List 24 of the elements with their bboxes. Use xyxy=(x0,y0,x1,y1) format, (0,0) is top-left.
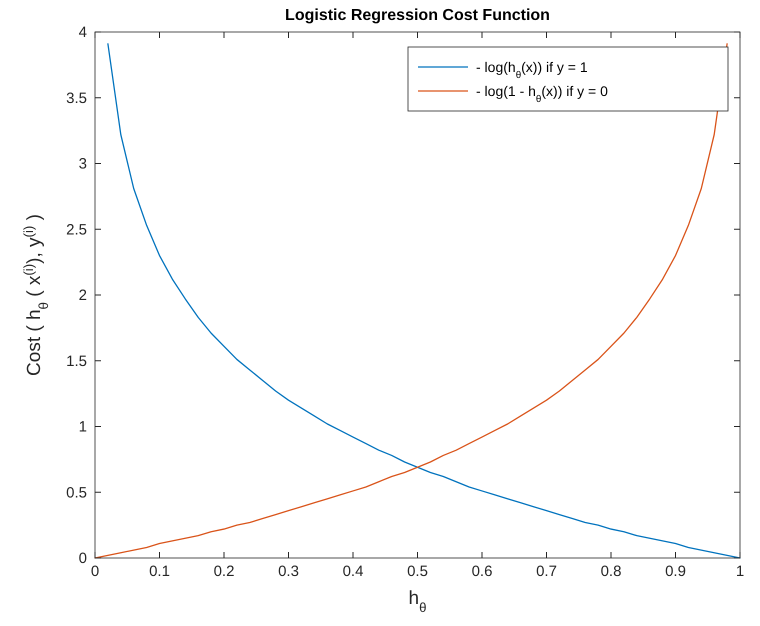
x-axis-title: h$_{θ}$ xyxy=(408,588,426,614)
x-tick-label: 1 xyxy=(736,563,744,580)
y-tick-label: 3 xyxy=(78,156,87,172)
y-tick-label: 2.5 xyxy=(66,221,87,238)
x-tick-label: 0.7 xyxy=(536,563,557,580)
x-tick-label: 0.9 xyxy=(665,563,686,580)
y-tick-label: 0 xyxy=(78,550,87,567)
x-tick-label: 0.6 xyxy=(472,563,492,580)
x-tick-label: 0.4 xyxy=(342,563,364,580)
y-tick-label: 1 xyxy=(78,418,87,436)
y-tick-label: 4 xyxy=(78,24,87,41)
y-tick-label: 1.5 xyxy=(66,352,87,370)
x-tick-label: 0 xyxy=(90,563,100,580)
y-tick-label: 0.5 xyxy=(66,484,87,502)
legend-label: - log(h$_{θ}$(x)) if y = 1 xyxy=(476,59,588,80)
y-tick-label: 2 xyxy=(78,287,87,304)
legend-label: - log(1 - h$_{θ}$(x)) if y = 0 xyxy=(476,83,608,104)
x-tick-label: 0.3 xyxy=(278,563,299,580)
x-tick-label: 0.1 xyxy=(149,563,170,580)
x-tick-label: 0.8 xyxy=(600,563,622,580)
chart-title: Logistic Regression Cost Function xyxy=(285,7,550,24)
x-tick-label: 0.2 xyxy=(214,563,234,580)
x-tick-label: 0.5 xyxy=(407,563,428,580)
y-tick-label: 3.5 xyxy=(66,90,87,107)
